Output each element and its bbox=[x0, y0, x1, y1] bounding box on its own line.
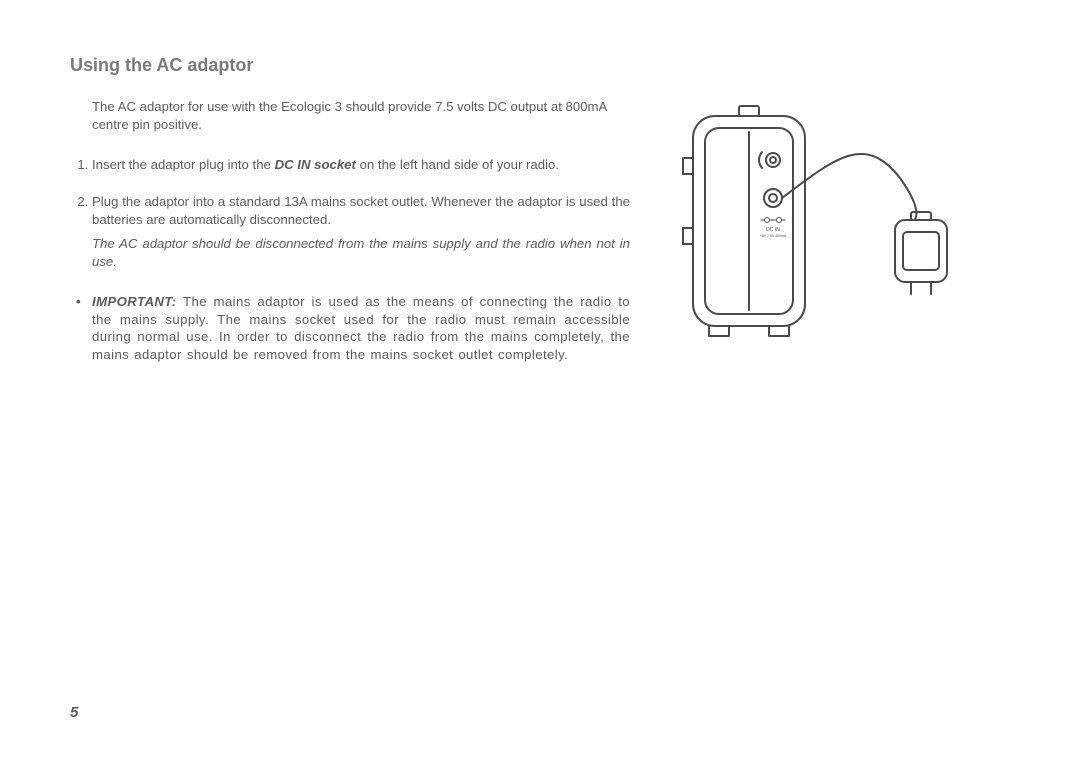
dc-label-1: DC IN bbox=[766, 227, 780, 233]
section-heading: Using the AC adaptor bbox=[70, 55, 1020, 76]
dc-label-2: +6V 7.5V 400mA bbox=[760, 234, 787, 238]
important-item: IMPORTANT: The mains adaptor is used as … bbox=[70, 293, 630, 364]
step1-bold: DC IN socket bbox=[275, 157, 356, 172]
step1-pre: Insert the adaptor plug into the bbox=[92, 157, 275, 172]
radio-adaptor-diagram: DC IN +6V 7.5V 400mA bbox=[665, 98, 985, 358]
important-label: IMPORTANT: bbox=[92, 294, 177, 309]
step2-text: Plug the adaptor into a standard 13A mai… bbox=[92, 194, 630, 227]
text-column: The AC adaptor for use with the Ecologic… bbox=[70, 98, 630, 364]
intro-paragraph: The AC adaptor for use with the Ecologic… bbox=[92, 98, 630, 134]
steps-list: Insert the adaptor plug into the DC IN s… bbox=[70, 156, 630, 271]
disconnect-note: The AC adaptor should be disconnected fr… bbox=[92, 235, 630, 271]
page-number: 5 bbox=[70, 704, 78, 721]
step-1: Insert the adaptor plug into the DC IN s… bbox=[92, 156, 630, 174]
step-2: Plug the adaptor into a standard 13A mai… bbox=[92, 193, 630, 270]
diagram-column: DC IN +6V 7.5V 400mA bbox=[630, 98, 1020, 364]
important-list: IMPORTANT: The mains adaptor is used as … bbox=[70, 293, 630, 364]
step1-post: on the left hand side of your radio. bbox=[356, 157, 559, 172]
